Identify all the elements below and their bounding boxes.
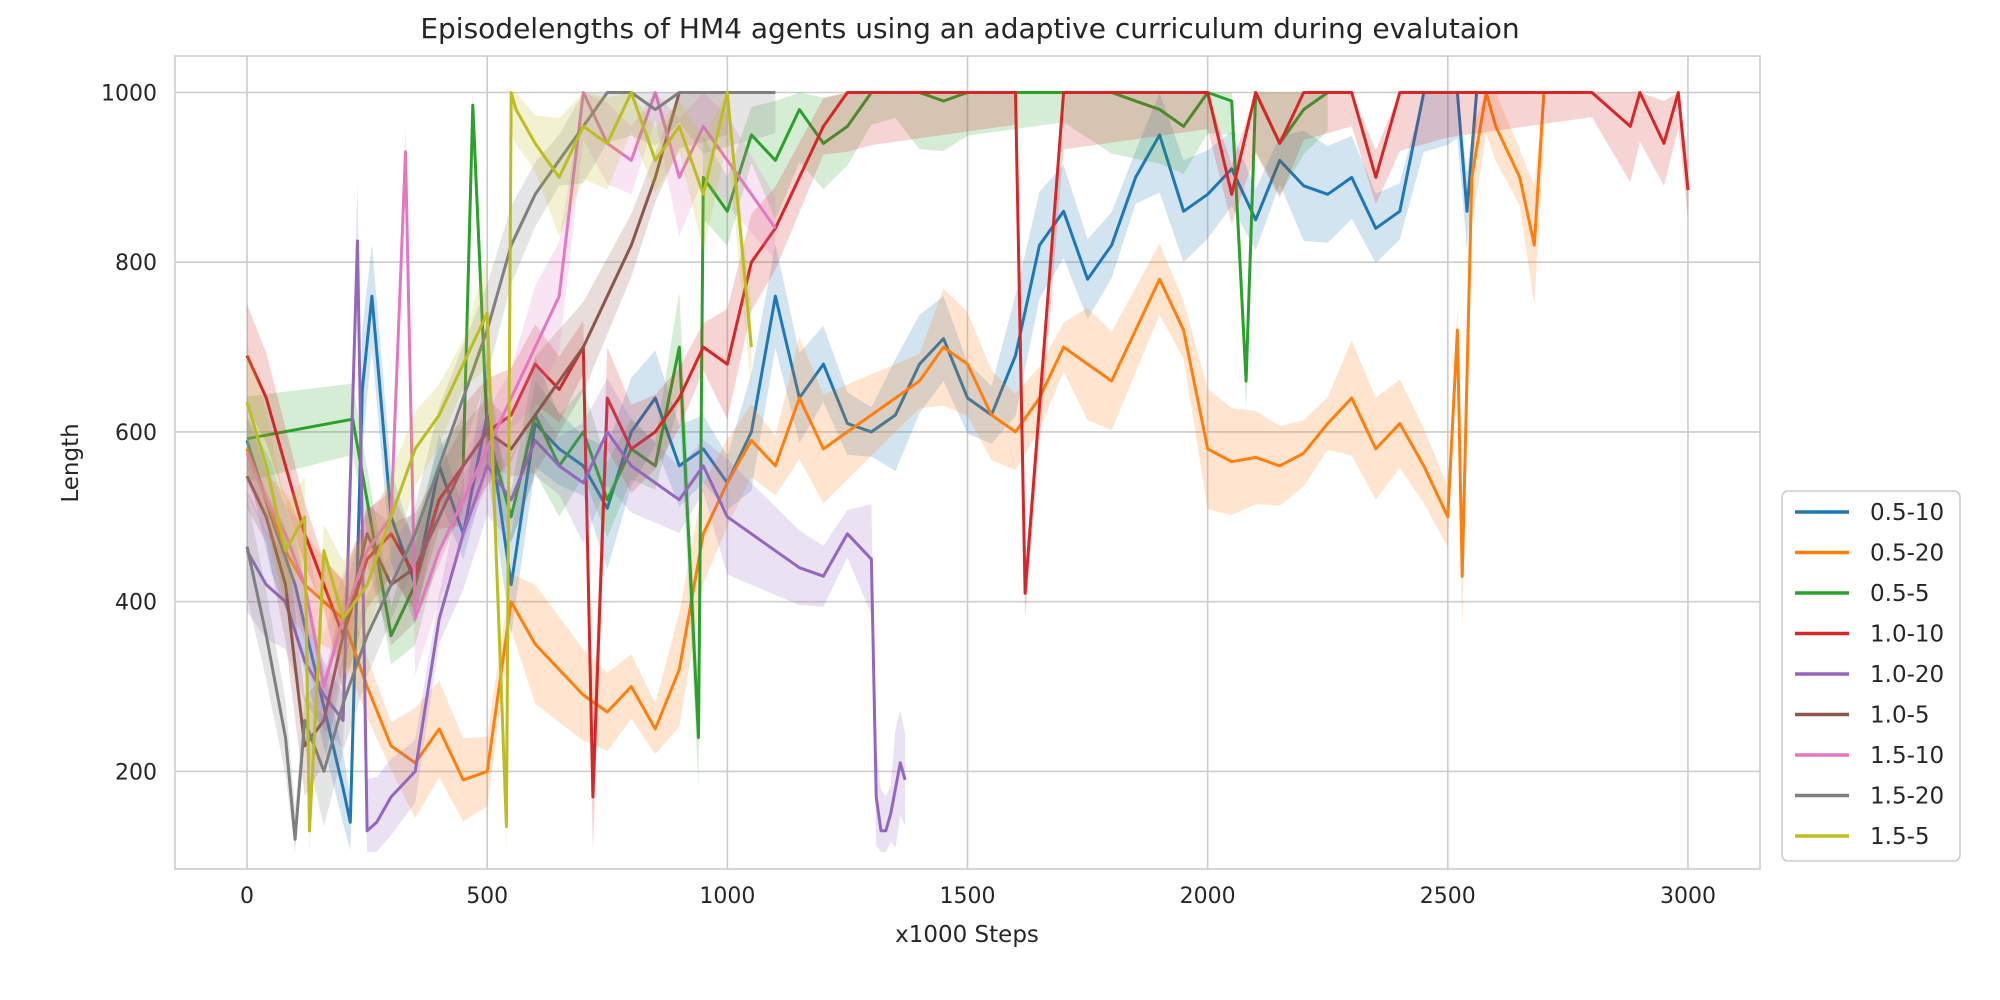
x-tick-label: 1500	[940, 884, 996, 909]
series-band-0_5-20	[247, 92, 1544, 822]
y-tick-label: 600	[115, 421, 157, 446]
series-line-1_0-10	[245, 91, 1690, 799]
legend-label-0_5-10: 0.5-10	[1870, 500, 1944, 526]
series-band-1_0-20	[247, 182, 906, 852]
gridlines	[175, 56, 1760, 869]
x-tick-label: 1000	[699, 884, 755, 909]
y-tick-label: 200	[115, 760, 157, 785]
legend-label-1_5-10: 1.5-10	[1870, 743, 1944, 769]
x-axis-label: x1000 Steps	[895, 922, 1039, 948]
series-band-1_0-5	[247, 92, 728, 796]
legend-label-1_5-5: 1.5-5	[1870, 824, 1930, 850]
x-tick-label: 500	[466, 884, 508, 909]
series-line-0_5-20	[245, 91, 1546, 782]
x-tick-label: 2000	[1180, 884, 1236, 909]
legend: 0.5-10 0.5-20 0.5-5 1.0-10 1.0-20 1.0-5 1.5-10…	[1781, 490, 1961, 862]
plot-frame	[174, 55, 1761, 870]
legend-label-1_0-5: 1.0-5	[1870, 703, 1930, 729]
series-line-1_5-5	[245, 91, 753, 833]
x-tick-label: 0	[240, 884, 254, 909]
series-band-1_5-10	[247, 92, 776, 740]
legend-frame	[1781, 490, 1961, 862]
series-lines	[245, 91, 1690, 852]
x-tick-label: 3000	[1660, 884, 1716, 909]
legend-label-0_5-5: 0.5-5	[1870, 581, 1930, 607]
y-tick-label: 800	[115, 251, 157, 276]
y-axis-label: Length	[58, 423, 84, 502]
series-line-1_5-10	[245, 91, 777, 688]
y-tick-label: 400	[115, 591, 157, 616]
legend-label-1_0-20: 1.0-20	[1870, 662, 1944, 688]
series-line-1_0-20	[245, 239, 907, 833]
y-tick-label: 1000	[101, 81, 157, 106]
legend-label-0_5-20: 0.5-20	[1870, 541, 1944, 567]
chart-title: Episodelengths of HM4 agents using an ad…	[420, 12, 1519, 45]
tick-labels: 0 500 1000 1500 2000 2500 3000 200 400 600 800 1000	[101, 81, 1716, 909]
x-tick-label: 2500	[1420, 884, 1476, 909]
series-band-1_5-5	[247, 92, 752, 852]
legend-label-1_0-10: 1.0-10	[1870, 622, 1944, 648]
legend-label-1_5-20: 1.5-20	[1870, 784, 1944, 810]
